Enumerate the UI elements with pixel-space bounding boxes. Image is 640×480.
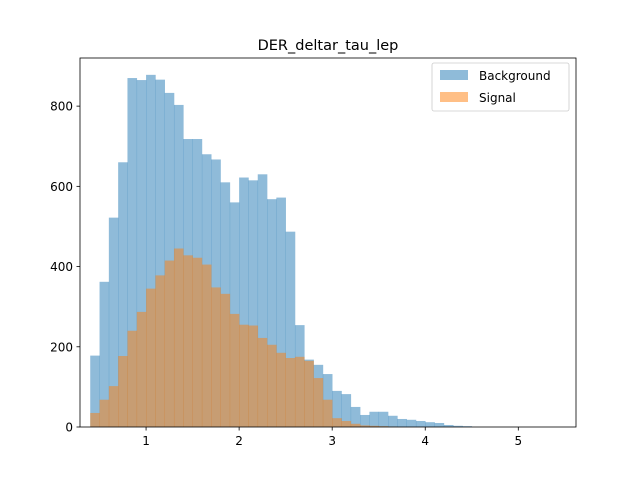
bar-signal-29 <box>360 425 370 427</box>
legend-swatch-signal <box>440 92 468 102</box>
bar-signal-12 <box>201 264 212 427</box>
bar-background-37 <box>434 422 445 427</box>
bar-background-16 <box>239 177 249 427</box>
bar-background-21 <box>285 231 296 427</box>
bar-background-33 <box>397 418 407 427</box>
bar-background-36 <box>425 422 435 427</box>
bar-background-17 <box>248 180 259 427</box>
bar-signal-1 <box>99 399 110 427</box>
bar-signal-21 <box>285 358 296 427</box>
bar-background-18 <box>257 174 268 427</box>
bar-signal-4 <box>127 330 138 427</box>
bar-background-38 <box>443 424 454 427</box>
x-tick-label-4: 4 <box>421 434 429 448</box>
bar-signal-27 <box>341 420 352 427</box>
bar-background-32 <box>388 415 398 427</box>
x-tick-label-2: 2 <box>235 434 243 448</box>
bar-signal-9 <box>173 248 184 427</box>
bar-signal-11 <box>192 257 203 427</box>
y-tick-label-0: 0 <box>65 421 73 435</box>
bar-signal-22 <box>294 356 305 427</box>
bar-signal-15 <box>229 313 240 427</box>
bar-background-31 <box>378 411 389 427</box>
bar-signal-25 <box>322 399 333 427</box>
y-tick-label-400: 400 <box>50 260 73 274</box>
bar-background-6 <box>146 74 156 428</box>
bar-signal-26 <box>332 418 342 427</box>
bar-background-4 <box>127 78 138 427</box>
bar-background-30 <box>369 411 380 427</box>
bar-background-39 <box>453 425 463 427</box>
bar-signal-8 <box>164 260 175 427</box>
bar-background-0 <box>90 355 100 427</box>
bars-group <box>90 74 473 428</box>
bar-signal-0 <box>90 412 100 427</box>
bar-background-2 <box>108 217 119 427</box>
bar-signal-31 <box>378 426 389 427</box>
y-tick-label-200: 200 <box>50 340 73 354</box>
bar-signal-28 <box>350 423 361 427</box>
bar-background-3 <box>118 162 128 428</box>
chart-title: DER_deltar_tau_lep <box>258 38 399 54</box>
bar-background-28 <box>350 406 361 427</box>
legend: Background Signal <box>431 62 570 112</box>
bar-background-19 <box>267 199 277 427</box>
bar-background-8 <box>164 92 175 427</box>
bar-signal-7 <box>155 275 165 427</box>
bar-background-1 <box>99 281 110 427</box>
legend-label-signal: Signal <box>479 91 516 105</box>
bar-signal-13 <box>211 287 221 427</box>
bar-signal-20 <box>276 352 286 427</box>
x-tick-label-3: 3 <box>328 434 336 448</box>
y-tick-label-800: 800 <box>50 100 73 114</box>
bar-signal-24 <box>313 378 324 427</box>
axes-group: 1 2 3 4 5 0 200 400 600 800 <box>50 57 577 448</box>
bar-signal-30 <box>369 425 380 427</box>
bar-signal-18 <box>257 337 268 427</box>
bar-background-27 <box>341 394 352 427</box>
bar-background-20 <box>276 197 286 427</box>
legend-swatch-background <box>440 70 468 80</box>
x-tick-label-5: 5 <box>514 434 522 448</box>
bar-signal-19 <box>267 344 277 427</box>
bar-signal-3 <box>118 356 128 427</box>
bar-background-29 <box>360 414 370 427</box>
legend-label-background: Background <box>479 69 551 83</box>
bar-signal-23 <box>304 360 314 427</box>
plot-frame <box>79 57 577 428</box>
bar-signal-16 <box>239 324 249 427</box>
bar-background-34 <box>406 419 417 427</box>
bar-signal-5 <box>136 311 147 427</box>
bar-signal-2 <box>108 386 119 427</box>
y-tick-label-600: 600 <box>50 180 73 194</box>
bar-background-5 <box>136 80 147 427</box>
bar-signal-17 <box>248 325 259 427</box>
bar-background-35 <box>415 420 426 427</box>
x-tick-label-1: 1 <box>142 434 150 448</box>
bar-signal-6 <box>146 288 156 427</box>
bar-background-7 <box>155 79 165 428</box>
bar-signal-10 <box>183 255 193 427</box>
bar-background-26 <box>332 390 342 427</box>
bar-signal-14 <box>220 293 231 427</box>
bar-background-40 <box>462 426 473 427</box>
